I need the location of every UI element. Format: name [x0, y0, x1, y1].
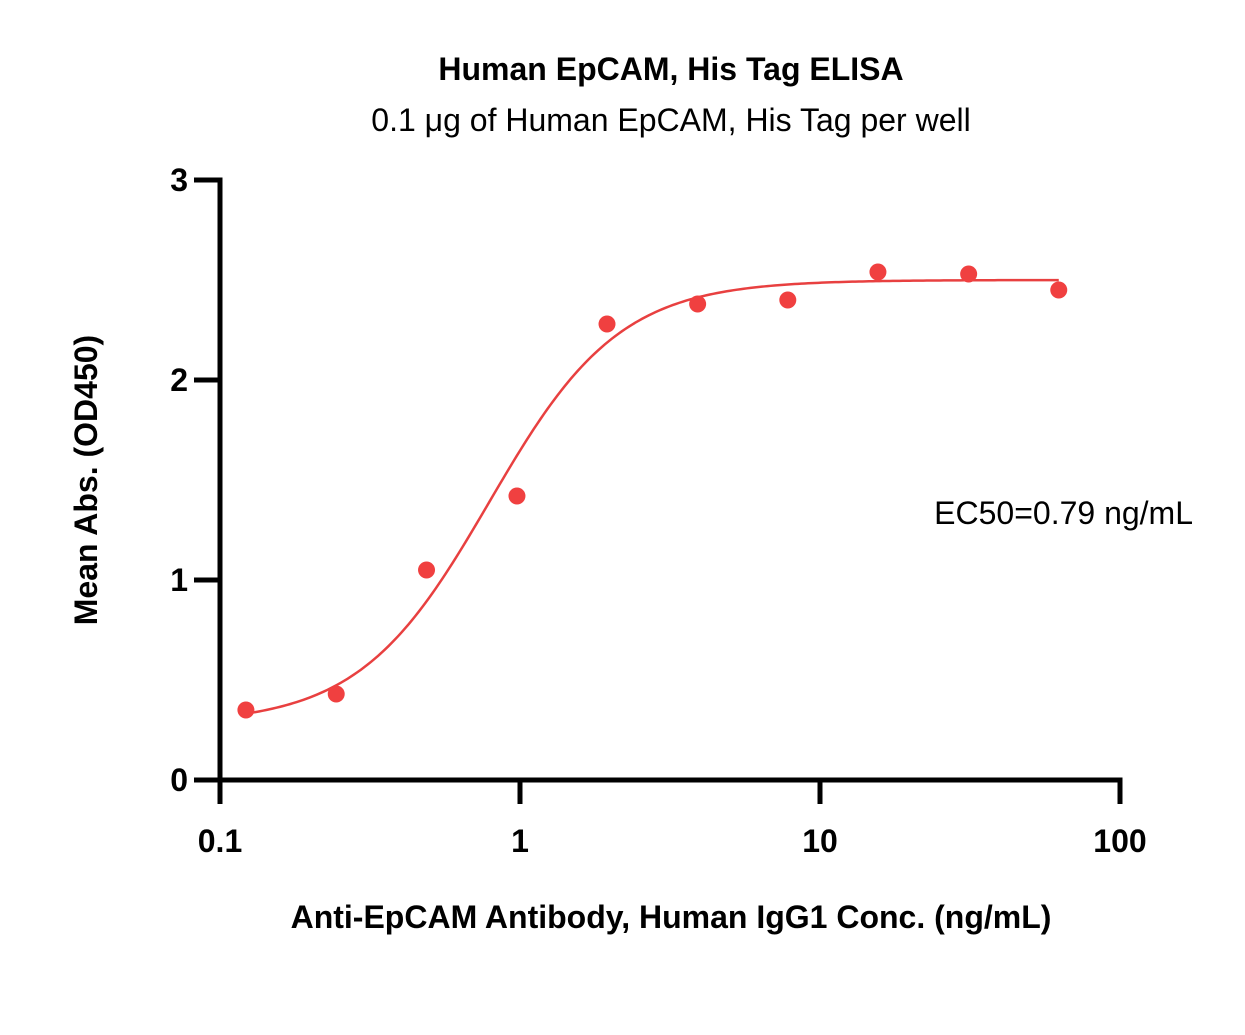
x-tick-label: 10 — [802, 823, 838, 859]
data-point — [237, 701, 255, 719]
x-tick-label: 1 — [511, 823, 529, 859]
ec50-annotation: EC50=0.79 ng/mL — [934, 495, 1193, 531]
data-point — [327, 685, 345, 703]
axes — [217, 177, 1123, 783]
fit-curve — [245, 278, 1059, 715]
x-tick-label: 100 — [1093, 823, 1146, 859]
y-ticks: 0 1 2 3 — [170, 162, 220, 798]
data-point — [598, 315, 616, 333]
data-point — [418, 561, 436, 579]
y-tick-label: 3 — [170, 162, 188, 198]
data-point — [960, 265, 978, 283]
chart-subtitle: 0.1 μg of Human EpCAM, His Tag per well — [371, 102, 970, 138]
chart-title: Human EpCAM, His Tag ELISA — [438, 51, 903, 87]
y-tick-label: 0 — [170, 762, 188, 798]
data-point — [1050, 281, 1068, 299]
y-tick-label: 2 — [170, 362, 188, 398]
x-ticks: 0.1 1 10 100 — [198, 780, 1147, 859]
data-point — [779, 291, 797, 309]
x-axis-label: Anti-EpCAM Antibody, Human IgG1 Conc. (n… — [291, 899, 1052, 935]
data-point — [869, 263, 887, 281]
y-tick-label: 1 — [170, 562, 188, 598]
data-points — [237, 263, 1068, 719]
y-axis-label: Mean Abs. (OD450) — [68, 335, 104, 625]
x-tick-label: 0.1 — [198, 823, 242, 859]
data-point — [689, 295, 707, 313]
data-point — [508, 487, 526, 505]
